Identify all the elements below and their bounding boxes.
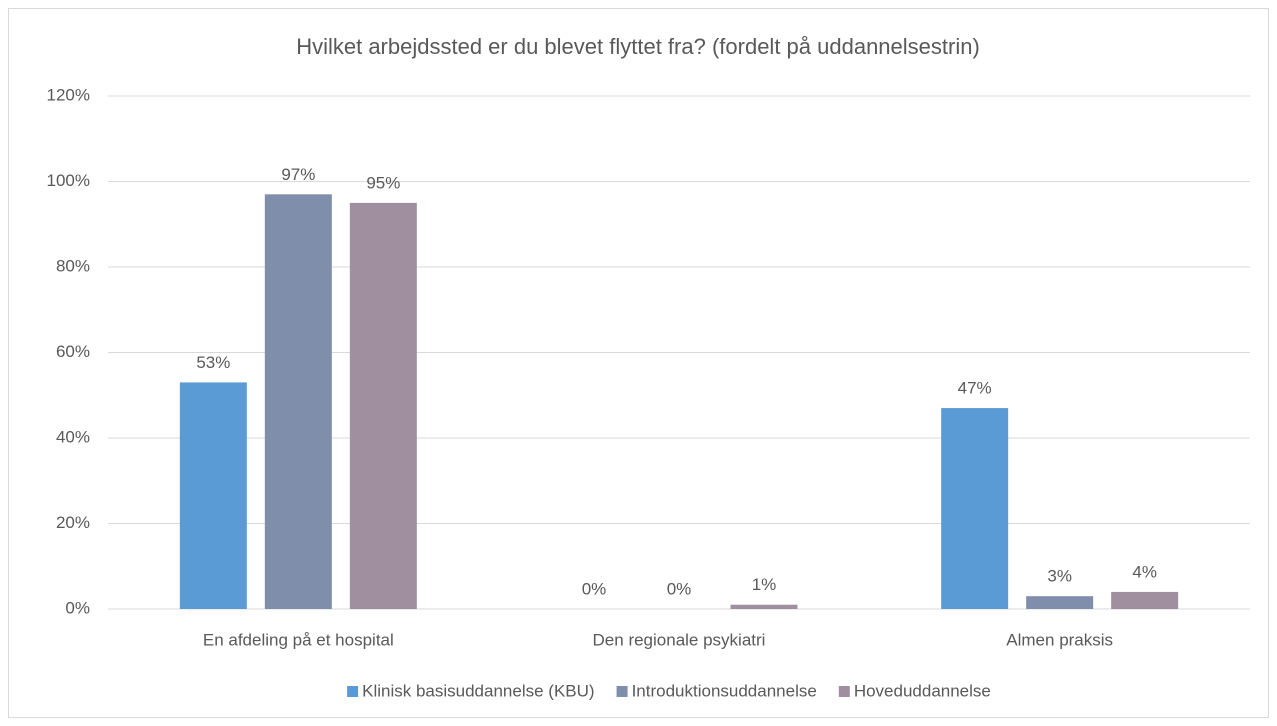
y-tick-label: 20% [56, 513, 90, 532]
x-tick-label: Den regionale psykiatri [593, 630, 766, 649]
y-tick-label: 100% [47, 171, 90, 190]
bar [179, 382, 247, 609]
value-label: 1% [752, 575, 777, 594]
legend-swatch [347, 686, 359, 697]
legend-swatch [838, 686, 850, 697]
chart-title: Hvilket arbejdssted er du blevet flyttet… [296, 34, 980, 59]
value-label: 0% [667, 579, 692, 598]
legend-label: Hoveduddannelse [854, 681, 991, 700]
value-label: 97% [281, 165, 315, 184]
bar [1111, 591, 1179, 609]
x-tick-label: En afdeling på et hospital [203, 630, 394, 649]
legend-swatch [616, 686, 628, 697]
y-tick-label: 60% [56, 342, 90, 361]
value-label: 0% [582, 579, 607, 598]
value-label: 47% [958, 379, 992, 398]
y-tick-label: 40% [56, 427, 90, 446]
legend-label: Introduktionsuddannelse [632, 681, 817, 700]
value-label: 95% [366, 173, 400, 192]
bar [941, 408, 1009, 609]
bar [349, 202, 417, 609]
value-label: 3% [1047, 567, 1072, 586]
y-tick-label: 120% [47, 85, 90, 104]
value-label: 4% [1132, 562, 1157, 581]
bar [264, 194, 332, 609]
legend-label: Klinisk basisuddannelse (KBU) [362, 681, 594, 700]
y-tick-label: 80% [56, 256, 90, 275]
x-tick-label: Almen praksis [1006, 630, 1113, 649]
value-label: 53% [196, 353, 230, 372]
bar [730, 604, 798, 609]
y-tick-label: 0% [65, 598, 90, 617]
bar [1026, 596, 1094, 609]
